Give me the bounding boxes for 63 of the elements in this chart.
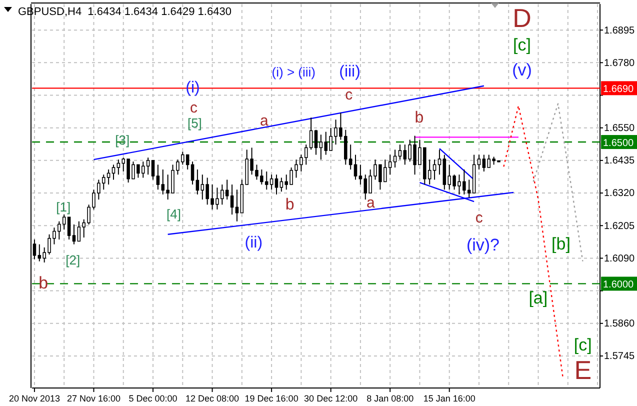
ref-line-label: 1.6690 bbox=[603, 84, 634, 96]
candlestick bbox=[156, 164, 160, 190]
candlestick bbox=[235, 189, 239, 222]
y-tick-label: 1.6435 bbox=[604, 156, 636, 167]
annotation: (iv)? bbox=[466, 236, 500, 254]
annotation: (iii) bbox=[339, 64, 360, 80]
candlestick bbox=[314, 129, 318, 156]
x-tick-label: 19 Dec 16:00 bbox=[244, 393, 298, 404]
ref-line-label: 1.6000 bbox=[603, 280, 634, 291]
candlestick bbox=[230, 184, 234, 216]
annotation: [5] bbox=[187, 116, 202, 130]
candlestick bbox=[151, 160, 155, 180]
annotation: b bbox=[285, 196, 294, 214]
annotation: [4] bbox=[166, 206, 181, 222]
candlestick bbox=[477, 154, 481, 170]
candlestick bbox=[72, 224, 76, 245]
y-tick-label: 1.6780 bbox=[604, 58, 636, 69]
y-tick-label: 1.6205 bbox=[604, 220, 636, 232]
candlestick bbox=[438, 149, 442, 176]
annotation: c bbox=[190, 100, 198, 116]
y-tick-label: 1.6090 bbox=[604, 253, 636, 264]
annotation: [c] bbox=[513, 36, 531, 54]
candlestick bbox=[358, 164, 362, 186]
annotation: (i) > (iii) bbox=[272, 64, 316, 80]
line-series bbox=[532, 103, 584, 262]
candlestick bbox=[354, 154, 358, 180]
y-tick-label: 1.5745 bbox=[604, 351, 636, 362]
annotation: [c] bbox=[574, 336, 592, 354]
candlestick bbox=[196, 169, 200, 195]
y-tick-label: 1.5860 bbox=[604, 318, 636, 330]
annotation: (ii) bbox=[244, 234, 263, 252]
y-tick-label: 1.6320 bbox=[604, 188, 636, 200]
annotation: (v) bbox=[512, 60, 532, 80]
annotation: D bbox=[512, 3, 532, 33]
candlestick bbox=[270, 174, 274, 190]
candlestick bbox=[67, 216, 71, 240]
annotation: a bbox=[260, 112, 269, 130]
annotation: b bbox=[38, 274, 48, 292]
x-tick-label: 20 Nov 2013 bbox=[8, 393, 60, 404]
candlestick bbox=[190, 161, 194, 186]
x-tick-label: 5 Dec 00:00 bbox=[128, 393, 178, 404]
candlestick bbox=[112, 164, 116, 180]
x-tick-label: 15 Jan 16:00 bbox=[423, 393, 476, 404]
annotation: [a] bbox=[528, 288, 548, 308]
ref-line-label: 1.6500 bbox=[603, 138, 634, 150]
x-tick-label: 12 Dec 08:00 bbox=[186, 393, 240, 404]
candlestick bbox=[398, 144, 402, 160]
candlestick bbox=[432, 159, 436, 180]
y-tick-label: 1.6895 bbox=[604, 25, 636, 36]
y-tick-label: 1.6550 bbox=[604, 123, 636, 134]
annotation: [2] bbox=[66, 252, 80, 268]
x-tick-label: 8 Jan 08:00 bbox=[366, 393, 414, 404]
annotation: c bbox=[345, 86, 354, 104]
candlestick bbox=[274, 174, 278, 195]
candlestick bbox=[393, 149, 397, 168]
annotation: [b] bbox=[552, 234, 570, 254]
x-tick-label: 30 Dec 12:00 bbox=[304, 393, 358, 404]
annotation: [1] bbox=[56, 200, 71, 214]
x-tick-label: 27 Nov 16:00 bbox=[66, 393, 121, 404]
annotation: b bbox=[414, 110, 424, 126]
annotation: a bbox=[366, 194, 376, 212]
annotation: c bbox=[475, 210, 484, 226]
annotation: E bbox=[574, 355, 592, 385]
